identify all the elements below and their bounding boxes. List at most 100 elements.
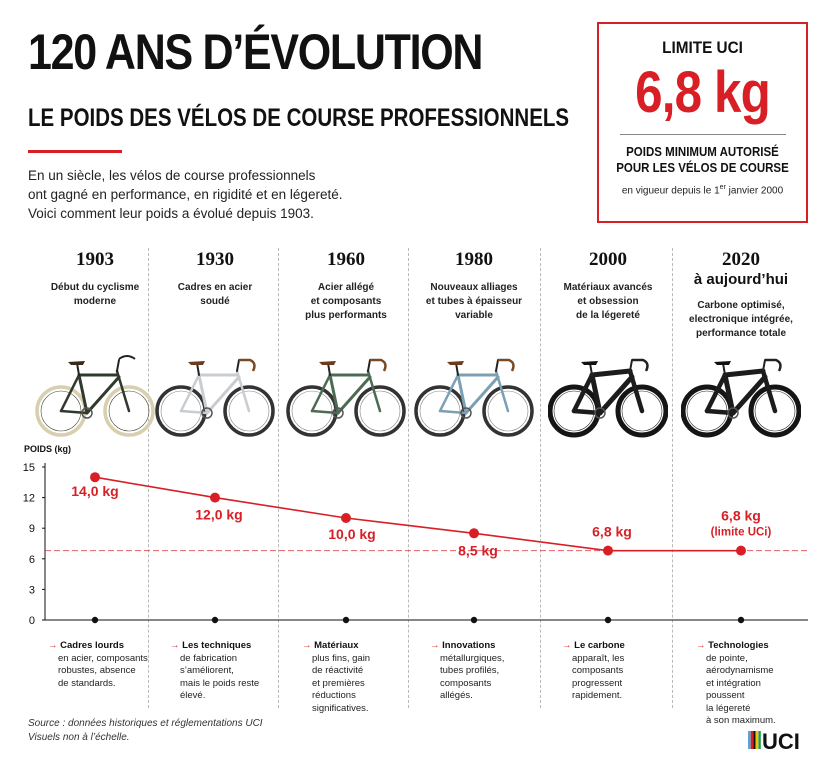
seat-tube xyxy=(197,373,209,415)
handlebar xyxy=(765,358,782,372)
uci-logo-text: UCI xyxy=(762,729,800,752)
stem xyxy=(629,359,633,372)
era-desc-line: performance totale xyxy=(695,328,787,339)
uci-stripe-yellow xyxy=(755,731,759,749)
era-desc-line: moderne xyxy=(73,296,117,307)
saddle xyxy=(319,361,336,365)
era-desc-line: Cadres en acier xyxy=(177,282,253,293)
saddle xyxy=(447,361,464,365)
era-column-1960: 1960 Acier allégé et composants plus perfor… xyxy=(279,249,413,323)
limit-description: POIDS MINIMUM AUTORISÉ POUR LES VÉLOS DE… xyxy=(607,144,797,176)
note-head: → Le carbone xyxy=(562,640,678,653)
rear-wheel xyxy=(286,385,338,437)
seatstay xyxy=(310,373,332,413)
note-line: réductions xyxy=(312,690,356,701)
handlebar xyxy=(370,358,387,372)
seatstay xyxy=(438,373,460,413)
front-rim xyxy=(621,390,663,432)
y-axis-label: POIDS (kg) xyxy=(24,444,71,454)
era-description: Nouveaux alliages et tubes à épaisseur var… xyxy=(407,281,541,323)
column-separator xyxy=(540,248,541,708)
front-rim xyxy=(754,390,796,432)
uci-logo: UCI xyxy=(748,729,800,752)
handlebar xyxy=(632,358,649,372)
era-year: 1903 xyxy=(76,249,114,270)
era-subtitle: à aujourd’hui xyxy=(693,271,789,288)
note-line: de fabrication xyxy=(180,652,238,664)
bike-image-2000 xyxy=(548,358,668,438)
era-year: 1930 xyxy=(196,249,234,270)
note-line: en acier, composants xyxy=(58,652,148,664)
front-rim xyxy=(108,390,150,432)
fork xyxy=(627,368,645,414)
x-axis-dot-1980 xyxy=(470,616,478,624)
stem xyxy=(236,359,240,372)
note-line: significatives. xyxy=(312,702,369,714)
seatstay xyxy=(704,372,728,414)
seat-tube xyxy=(456,373,468,415)
data-point-1930 xyxy=(210,492,220,503)
down-tube xyxy=(85,375,121,415)
limit-title: LIMITE UCI xyxy=(662,38,743,57)
x-axis-dot-1903 xyxy=(91,616,99,624)
note-line: tubes profilés, xyxy=(440,665,500,676)
note-head-text: Technologies xyxy=(708,640,769,651)
note-line: poussent xyxy=(706,690,745,701)
front-wheel xyxy=(223,385,275,437)
seat-tube xyxy=(589,372,603,416)
data-point-1903 xyxy=(90,472,100,483)
intro-text: En un siècle, les vélos de course profes… xyxy=(28,166,388,223)
front-wheel xyxy=(748,384,801,438)
uci-stripe-black xyxy=(753,731,756,749)
note-line: et premières xyxy=(312,677,365,689)
rear-wheel xyxy=(155,385,207,437)
note-line: rapidement. xyxy=(572,690,623,701)
note-line: la légereté xyxy=(706,702,751,714)
seat-tube xyxy=(77,373,89,415)
note-line: s’améliorent, xyxy=(180,665,234,676)
era-desc-line: de la légereté xyxy=(576,310,640,321)
handlebar xyxy=(498,358,515,372)
top-tube xyxy=(722,368,766,378)
era-column-1980: 1980 Nouveaux alliages et tubes à épaisseu… xyxy=(407,249,541,323)
stem xyxy=(367,359,371,372)
limit-note-prefix: en vigueur depuis le 1 xyxy=(621,185,720,197)
note-line: et intégration xyxy=(706,677,761,689)
era-description: Début du cyclisme moderne xyxy=(28,281,162,309)
era-year: 1980 xyxy=(455,249,493,270)
note-line: progressent xyxy=(572,677,623,689)
x-axis-dot-1930 xyxy=(211,616,219,624)
column-separator xyxy=(672,248,673,708)
data-label-1930: 12,0 kg xyxy=(195,507,242,523)
note-body: métallurgiques, tubes profilés, composants… xyxy=(430,653,546,703)
era-desc-line: plus performants xyxy=(305,310,387,321)
handlebar xyxy=(118,355,136,360)
page-title: 120 ANS D’ÉVOLUTION xyxy=(28,24,483,80)
note-body: de fabrication s’améliorent, mais le poids… xyxy=(170,653,286,703)
intro-line: Voici comment leur poids a évolué depuis… xyxy=(28,206,314,221)
note-bullet: → xyxy=(48,640,58,651)
note-head-text: Matériaux xyxy=(314,640,359,651)
note-line: apparaît, les xyxy=(572,652,625,664)
note-line: plus fins, gain xyxy=(312,652,371,664)
rear-rim xyxy=(40,390,82,432)
limit-desc-line: POUR LES VÉLOS DE COURSE xyxy=(616,161,789,175)
note-line: élevé. xyxy=(180,690,206,701)
note-head: → Cadres lourds xyxy=(48,640,164,653)
y-tick-label: 0 xyxy=(29,615,35,627)
era-column-1903: 1903 Début du cyclisme moderne xyxy=(28,249,162,309)
saddle xyxy=(68,361,85,365)
limit-note-sup: er xyxy=(719,184,726,191)
limit-desc-line: POIDS MINIMUM AUTORISÉ xyxy=(626,145,779,159)
note-body: apparaît, les composants progressent rapide… xyxy=(562,653,678,703)
era-note-1980: → Innovations métallurgiques, tubes profil… xyxy=(430,640,546,703)
note-bullet: → xyxy=(562,640,572,651)
note-head: → Matériaux xyxy=(302,640,418,653)
saddle xyxy=(714,361,731,365)
data-label-1960: 10,0 kg xyxy=(328,526,375,542)
note-head-text: Innovations xyxy=(442,640,496,651)
front-rim xyxy=(228,390,270,432)
source-note: Source : données historiques et réglemen… xyxy=(28,718,263,729)
intro-line: ont gagné en performance, en rigidité et… xyxy=(28,187,343,202)
down-tube xyxy=(730,374,768,416)
